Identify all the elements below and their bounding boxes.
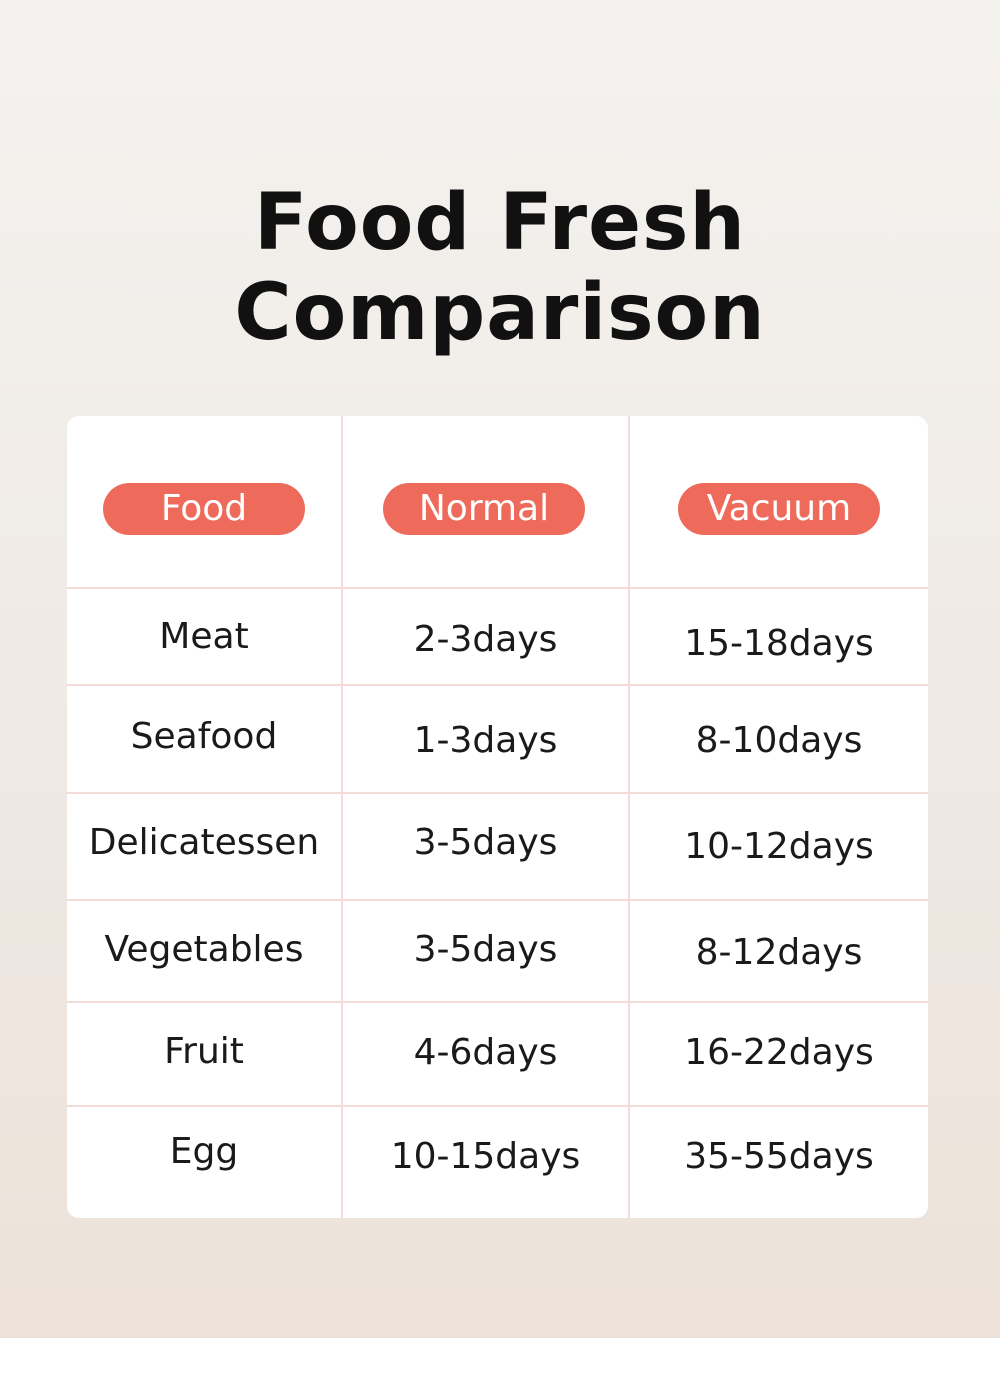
- food-name-fruit: Fruit: [164, 1031, 244, 1072]
- food-name-egg: Egg: [169, 1131, 239, 1172]
- food-name-vegetables: Vegetables: [104, 929, 304, 970]
- vacuum-duration-egg: 35-55days: [684, 1136, 874, 1177]
- row-divider: [67, 792, 928, 794]
- normal-duration-delicatessen: 3-5days: [413, 822, 558, 863]
- row-divider: [67, 1105, 928, 1107]
- row-divider: [67, 684, 928, 686]
- normal-duration-meat: 2-3days: [413, 619, 558, 660]
- vacuum-duration-meat: 15-18days: [684, 623, 874, 664]
- row-divider: [67, 899, 928, 901]
- food-name-delicatessen: Delicatessen: [88, 822, 320, 863]
- row-divider: [67, 1001, 928, 1003]
- normal-duration-egg: 10-15days: [390, 1136, 581, 1177]
- food-name-seafood: Seafood: [130, 716, 278, 757]
- comparison-table: Food Normal Vacuum Meat 2-3days 15-18day…: [67, 416, 928, 1218]
- food-name-meat: Meat: [159, 616, 249, 657]
- normal-duration-vegetables: 3-5days: [413, 929, 558, 970]
- header-normal-badge: Normal: [383, 483, 585, 535]
- vacuum-duration-delicatessen: 10-12days: [684, 826, 874, 867]
- page-title: Food Fresh Comparison: [234, 178, 766, 358]
- vacuum-duration-vegetables: 8-12days: [695, 932, 863, 973]
- normal-duration-seafood: 1-3days: [413, 720, 558, 761]
- header-vacuum-badge: Vacuum: [678, 483, 880, 535]
- row-divider: [67, 587, 928, 589]
- column-divider: [628, 416, 630, 1218]
- vacuum-duration-seafood: 8-10days: [695, 720, 863, 761]
- normal-duration-fruit: 4-6days: [413, 1032, 558, 1073]
- column-divider: [341, 416, 343, 1218]
- background-panel: Food Fresh Comparison Food Normal Vacuum…: [0, 0, 1000, 1338]
- header-food-badge: Food: [103, 483, 305, 535]
- vacuum-duration-fruit: 16-22days: [684, 1032, 874, 1073]
